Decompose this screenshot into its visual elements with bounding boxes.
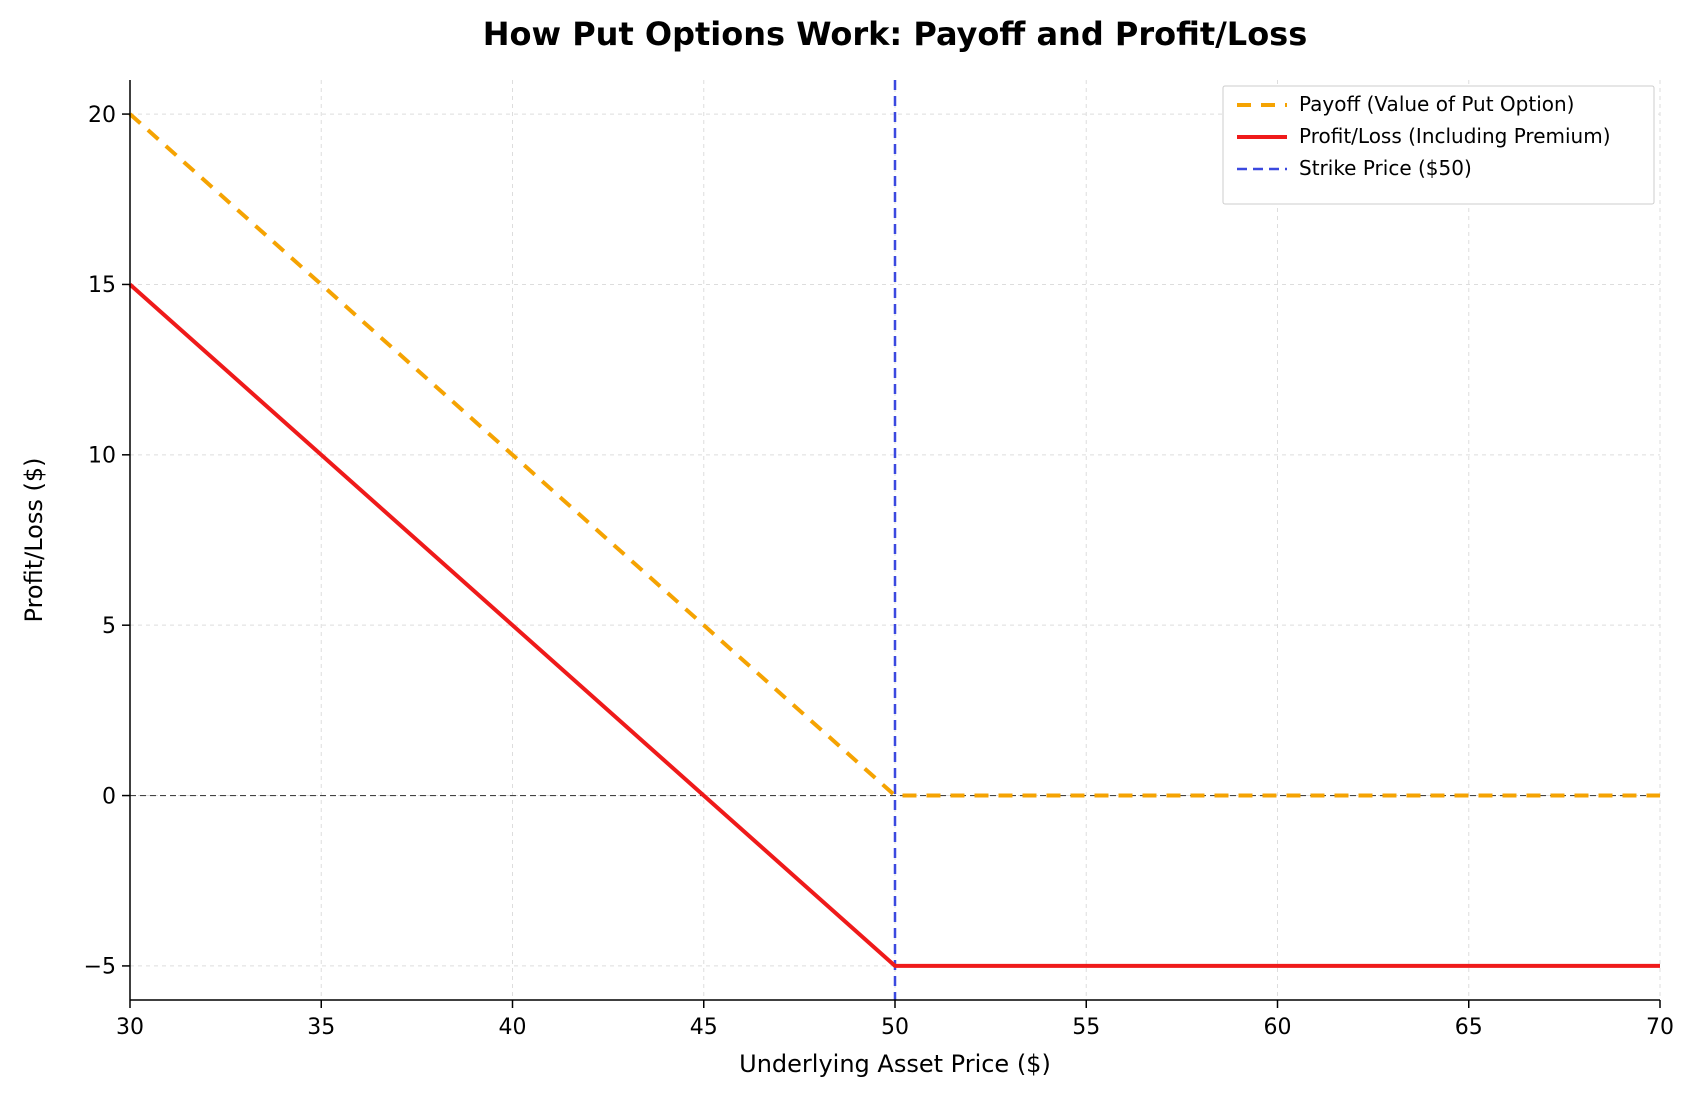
- x-tick-label: 65: [1455, 1015, 1483, 1040]
- x-tick-label: 70: [1646, 1015, 1674, 1040]
- legend-label: Profit/Loss (Including Premium): [1299, 124, 1611, 148]
- x-tick-label: 60: [1264, 1015, 1292, 1040]
- chart-title: How Put Options Work: Payoff and Profit/…: [483, 15, 1308, 53]
- x-tick-label: 40: [499, 1015, 527, 1040]
- legend: Payoff (Value of Put Option) Profit/Loss …: [1223, 86, 1654, 204]
- x-tick-label: 30: [116, 1015, 144, 1040]
- y-tick-label: −5: [84, 955, 116, 980]
- chart-container: 30 35 40 45 50 55 60 65 70 −5 0 5 10 15 20 Underlying A…: [0, 0, 1693, 1101]
- y-axis-label: Profit/Loss ($): [20, 458, 48, 623]
- legend-label: Strike Price ($50): [1299, 156, 1472, 180]
- x-tick-label: 50: [881, 1015, 909, 1040]
- y-tick-label: 15: [88, 273, 116, 298]
- put-option-chart: 30 35 40 45 50 55 60 65 70 −5 0 5 10 15 20 Underlying A…: [0, 0, 1693, 1101]
- y-tick-label: 10: [88, 444, 116, 469]
- x-tick-label: 45: [690, 1015, 718, 1040]
- y-tick-label: 20: [88, 103, 116, 128]
- x-tick-label: 35: [307, 1015, 335, 1040]
- x-axis-label: Underlying Asset Price ($): [739, 1050, 1051, 1078]
- y-tick-label: 0: [102, 784, 116, 809]
- legend-label: Payoff (Value of Put Option): [1299, 92, 1574, 116]
- y-tick-label: 5: [102, 614, 116, 639]
- x-tick-label: 55: [1072, 1015, 1100, 1040]
